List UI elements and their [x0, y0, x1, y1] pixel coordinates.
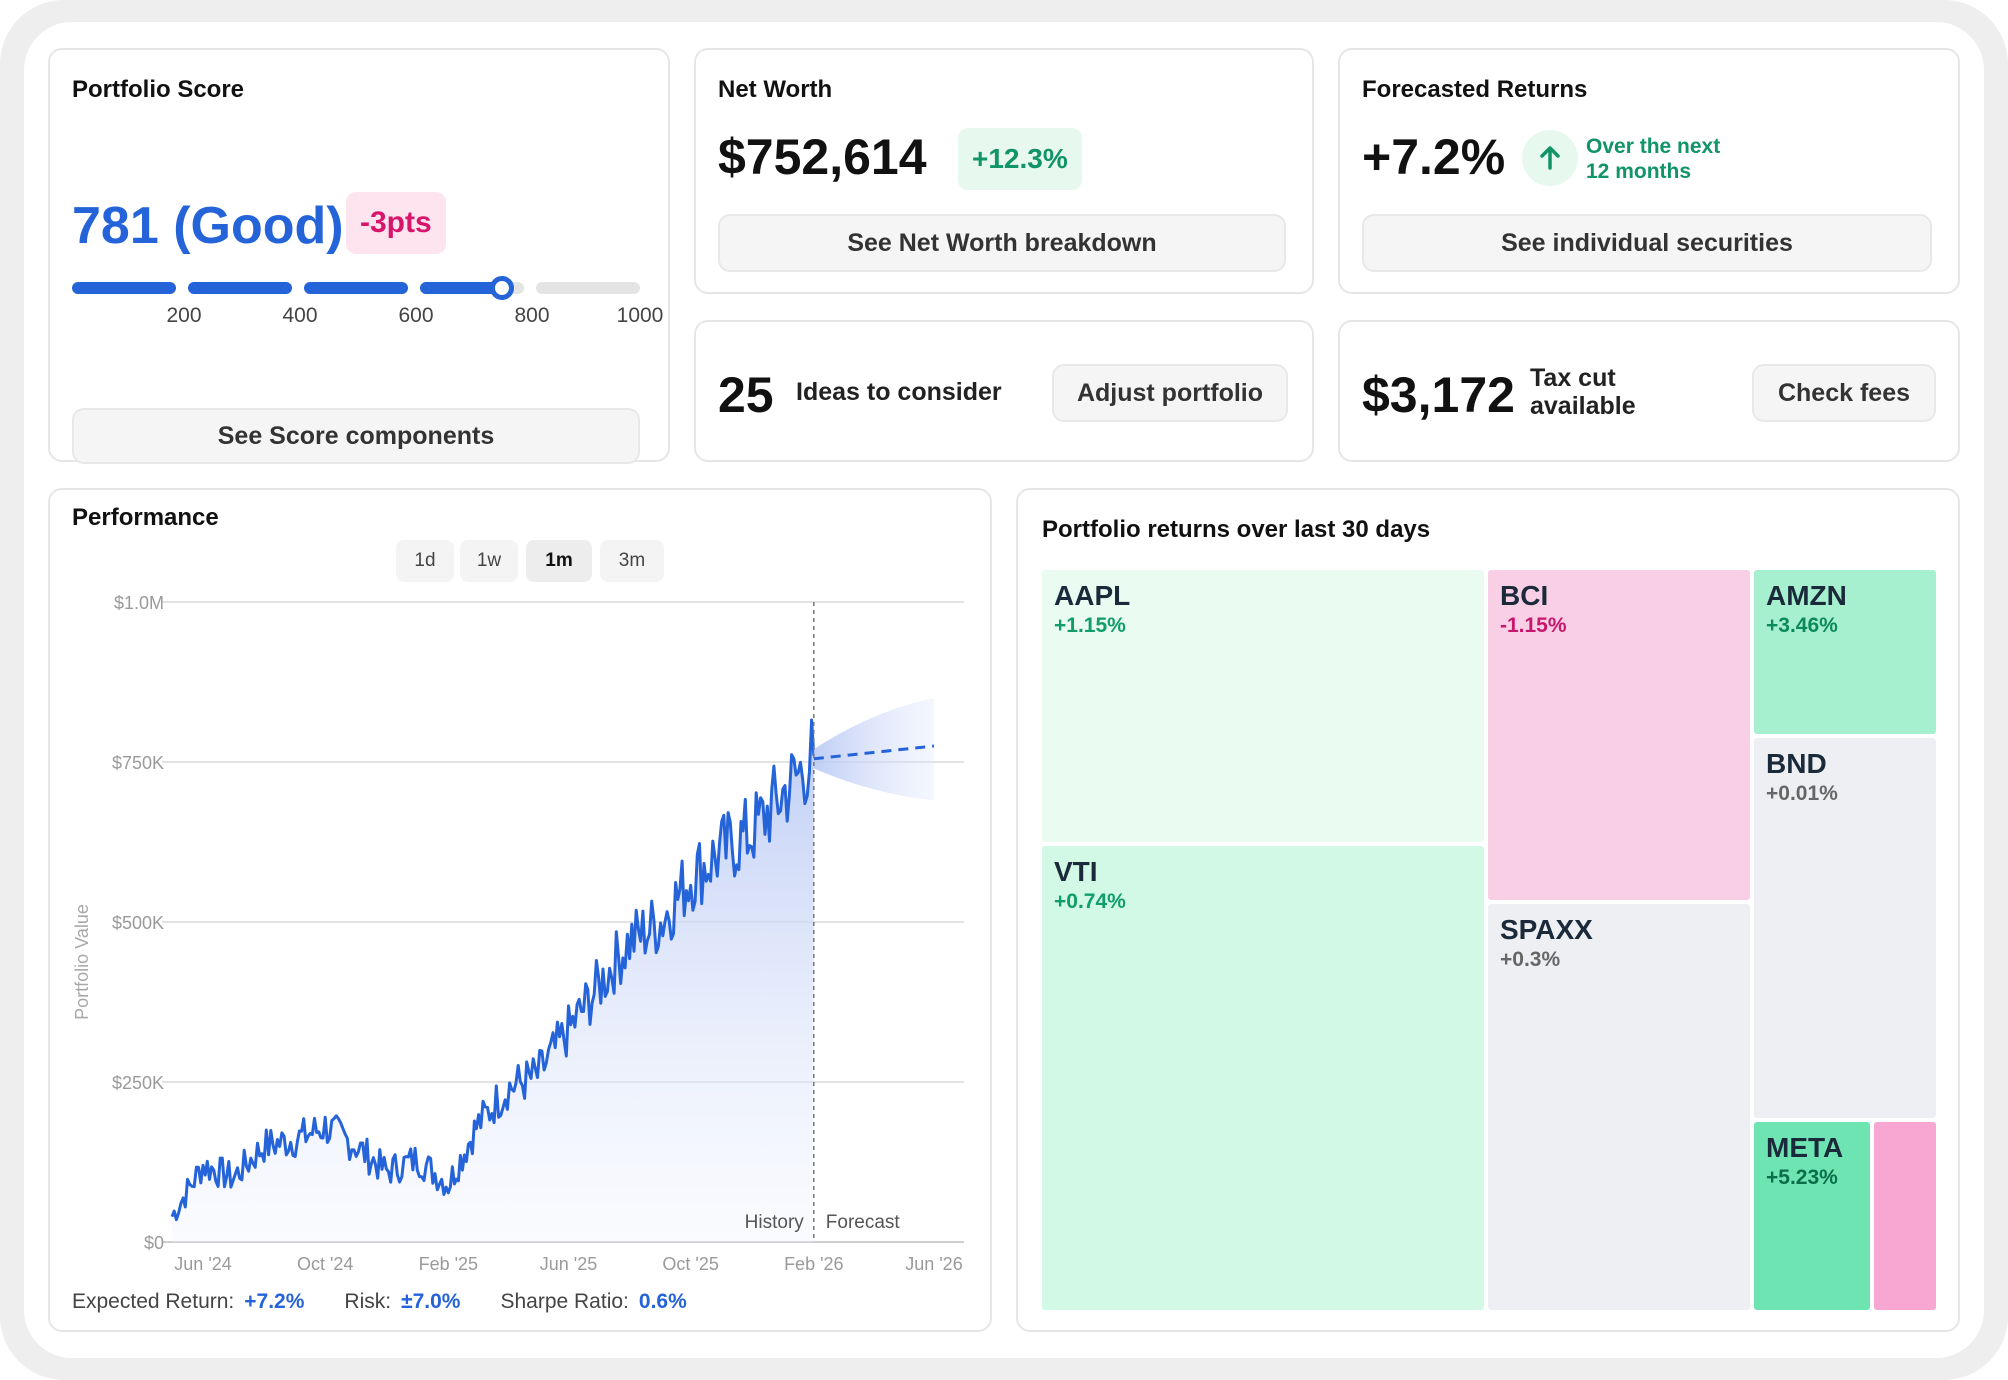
forecasted-returns-card: Forecasted Returns +7.2% Over the next 1…: [1338, 48, 1960, 294]
net-worth-value: $752,614: [718, 129, 927, 185]
tax-cut-label-line: available: [1530, 392, 1636, 420]
treemap-ticker: VTI: [1054, 856, 1098, 887]
risk-label: Risk:: [344, 1290, 392, 1313]
treemap-cell-small[interactable]: [1874, 1122, 1936, 1310]
check-fees-button[interactable]: Check fees: [1752, 364, 1936, 422]
see-net-worth-breakdown-button[interactable]: See Net Worth breakdown: [718, 214, 1286, 272]
expected-return-value: +7.2%: [244, 1290, 305, 1313]
treemap-cell-aapl[interactable]: AAPL +1.15%: [1042, 570, 1484, 842]
sharpe-ratio-label: Sharpe Ratio:: [500, 1290, 629, 1313]
arrow-up-icon: [1522, 130, 1578, 186]
y-tick-label: $0: [144, 1233, 164, 1253]
score-tick-label: 400: [282, 304, 318, 327]
treemap-return: +0.74%: [1054, 890, 1126, 913]
x-tick-label: Feb '26: [784, 1254, 843, 1274]
history-area: [172, 720, 814, 1242]
history-label: History: [745, 1212, 805, 1233]
treemap-return: +0.3%: [1500, 948, 1561, 971]
treemap-ticker: SPAXX: [1500, 914, 1593, 945]
forecast-note-line: 12 months: [1586, 160, 1692, 183]
returns-treemap: AAPL +1.15% VTI +0.74% BCI -1.15% SPAXX …: [1042, 570, 1936, 1310]
tab-3m[interactable]: 3m: [600, 540, 664, 582]
see-individual-securities-button[interactable]: See individual securities: [1362, 214, 1932, 272]
treemap-ticker: META: [1766, 1132, 1844, 1163]
adjust-portfolio-button[interactable]: Adjust portfolio: [1052, 364, 1288, 422]
treemap-cell-bci[interactable]: BCI -1.15%: [1488, 570, 1750, 900]
treemap-cell-bnd[interactable]: BND +0.01%: [1754, 738, 1936, 1118]
treemap-cell-amzn[interactable]: AMZN +3.46%: [1754, 570, 1936, 734]
tax-cut-value: $3,172: [1362, 367, 1515, 423]
portfolio-score-card: Portfolio Score 781 (Good) -3pts 200 400…: [48, 48, 670, 464]
score-bar-segment: [304, 282, 408, 294]
tax-cut-label: Tax cut available: [1530, 364, 1636, 420]
tab-1d[interactable]: 1d: [396, 540, 454, 582]
net-worth-card: Net Worth $752,614 +12.3% See Net Worth …: [694, 48, 1314, 294]
treemap-ticker: BND: [1766, 748, 1827, 779]
forecast-horizon-note: Over the next 12 months: [1586, 134, 1720, 184]
y-tick-label: $750K: [112, 753, 164, 773]
portfolio-score-delta-badge: -3pts: [346, 192, 446, 254]
net-worth-title: Net Worth: [718, 76, 833, 103]
score-bar-segment-filled: [420, 282, 500, 294]
y-tick-label: $250K: [112, 1073, 164, 1093]
portfolio-score-title: Portfolio Score: [72, 76, 245, 103]
forecast-label: Forecast: [826, 1212, 901, 1233]
score-slider-handle[interactable]: [490, 276, 514, 300]
net-worth-change-badge: +12.3%: [958, 128, 1082, 190]
portfolio-returns-title: Portfolio returns over last 30 days: [1042, 516, 1431, 543]
treemap-return: +1.15%: [1054, 614, 1126, 637]
score-tick-label: 600: [398, 304, 434, 327]
y-tick-label: $1.0M: [114, 593, 164, 613]
x-tick-label: Feb '25: [419, 1254, 478, 1274]
x-tick-label: Jun '24: [174, 1254, 231, 1274]
treemap-cell-vti[interactable]: VTI +0.74%: [1042, 846, 1484, 1310]
history-line: [170, 718, 816, 1222]
treemap-return: -1.15%: [1500, 614, 1567, 637]
ideas-count: 25: [718, 367, 774, 423]
sharpe-ratio-value: 0.6%: [638, 1290, 687, 1313]
score-tick-label: 1000: [616, 304, 664, 327]
forecast-band: [813, 698, 934, 801]
performance-chart: $0 $250K $500K $750K $1.0M Jun '24 Oct '24 Feb …: [72, 593, 964, 1274]
performance-metrics: Expected Return: +7.2% Risk: ±7.0% Sharp…: [72, 1290, 687, 1314]
treemap-ticker: BCI: [1500, 580, 1549, 611]
tab-1m[interactable]: 1m: [526, 540, 592, 582]
risk-value: ±7.0%: [401, 1290, 461, 1313]
score-tick-label: 800: [514, 304, 550, 327]
forecast-line: [813, 744, 935, 761]
treemap-cell-spaxx[interactable]: SPAXX +0.3%: [1488, 904, 1750, 1310]
x-tick-label: Jun '26: [905, 1254, 962, 1274]
score-bar-segment: [188, 282, 292, 294]
tax-card: $3,172 Tax cut available Check fees: [1338, 320, 1960, 462]
treemap-return: +0.01%: [1766, 782, 1838, 805]
treemap-return: +5.23%: [1766, 1166, 1838, 1189]
ideas-card: 25 Ideas to consider Adjust portfolio: [694, 320, 1314, 462]
score-tick-label: 200: [166, 304, 202, 327]
portfolio-score-value: 781 (Good): [72, 197, 344, 255]
x-tick-label: Oct '25: [662, 1254, 718, 1274]
forecasted-returns-value: +7.2%: [1362, 129, 1506, 185]
treemap-ticker: AMZN: [1766, 580, 1847, 611]
tab-1w[interactable]: 1w: [460, 540, 518, 582]
expected-return-label: Expected Return:: [72, 1290, 235, 1313]
treemap-return: +3.46%: [1766, 614, 1838, 637]
score-bar-segment: [536, 282, 640, 294]
forecasted-returns-title: Forecasted Returns: [1362, 76, 1588, 103]
y-tick-label: $500K: [112, 913, 164, 933]
score-bar-segment: [72, 282, 176, 294]
treemap-cell-meta[interactable]: META +5.23%: [1754, 1122, 1870, 1310]
tax-cut-label-line: Tax cut: [1530, 364, 1616, 392]
performance-title: Performance: [72, 504, 219, 531]
x-tick-label: Jun '25: [540, 1254, 597, 1274]
y-axis-label: Portfolio Value: [72, 904, 92, 1020]
x-tick-label: Oct '24: [297, 1254, 353, 1274]
see-score-components-button[interactable]: See Score components: [72, 408, 640, 464]
treemap-ticker: AAPL: [1054, 580, 1131, 611]
forecast-note-line: Over the next: [1586, 135, 1721, 158]
ideas-label: Ideas to consider: [796, 378, 1002, 406]
